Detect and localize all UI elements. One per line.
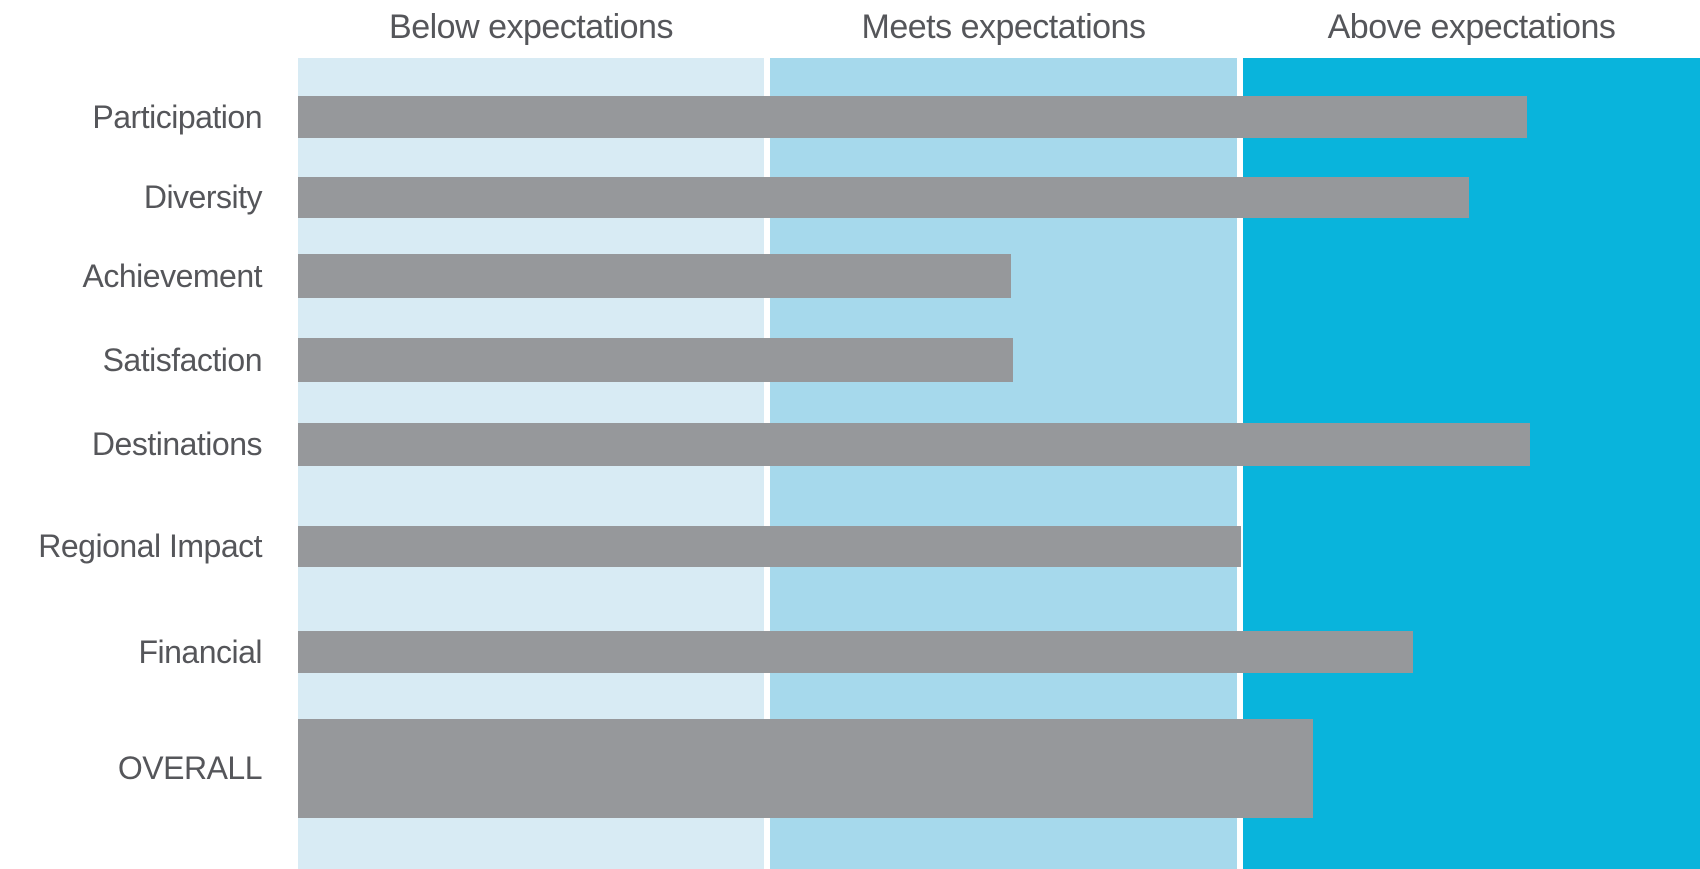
band-header-above-expectations: Above expectations [1327, 8, 1616, 46]
row-label-regional-impact: Regional Impact [38, 528, 262, 564]
row-label-destinations: Destinations [91, 426, 263, 462]
band-header-meets-expectations: Meets expectations [861, 8, 1146, 46]
bar-destinations [298, 423, 1530, 466]
bar-diversity [298, 177, 1469, 218]
bar-financial [298, 631, 1413, 673]
row-label-financial: Financial [138, 633, 262, 670]
row-label-participation: Participation [92, 98, 262, 135]
bar-regional-impact [298, 526, 1241, 567]
row-label-diversity: Diversity [143, 179, 263, 215]
row-label-satisfaction: Satisfaction [102, 341, 263, 378]
band-header-below-expectations: Below expectations [389, 8, 673, 46]
row-label-achievement: Achievement [82, 257, 263, 294]
bar-overall [298, 719, 1313, 818]
row-label-overall: OVERALL [117, 750, 263, 786]
bar-achievement [298, 254, 1011, 298]
bar-participation [298, 96, 1527, 138]
bar-satisfaction [298, 338, 1013, 382]
